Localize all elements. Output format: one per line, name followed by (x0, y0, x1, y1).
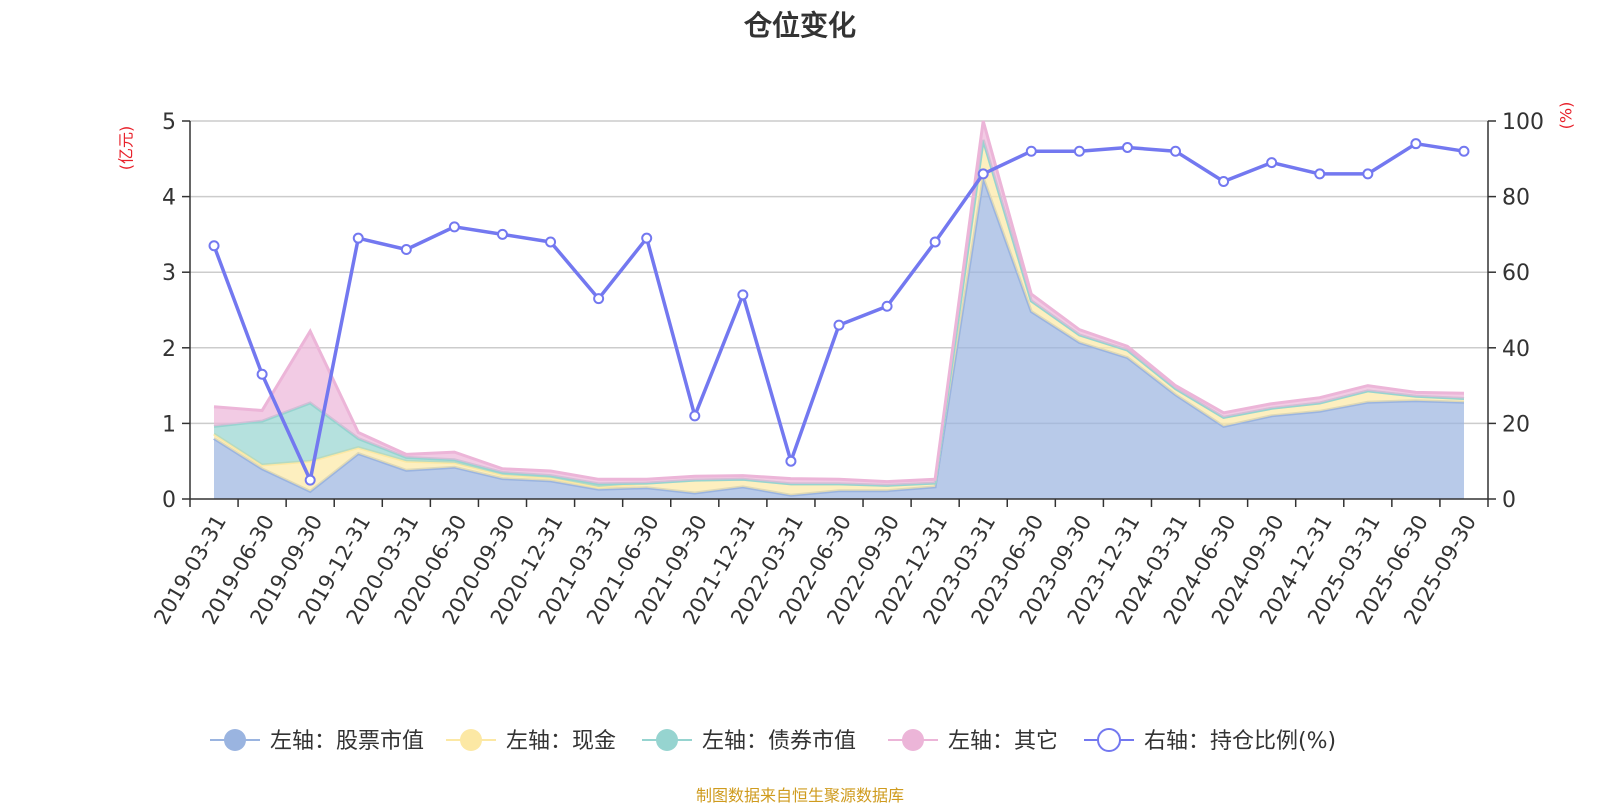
y-right-axis-title: (%) (1556, 101, 1576, 130)
ratio-line-series (208, 138, 1470, 486)
legend-item[interactable]: 左轴：债券市值 (642, 729, 856, 754)
x-tick-labels: 2019-03-312019-06-302019-09-302019-12-31… (149, 511, 1481, 629)
y-right-tick-label: 60 (1502, 261, 1530, 286)
legend-marker (460, 729, 482, 751)
y-left-tick-label: 2 (162, 337, 176, 362)
area-左轴：现金 (214, 139, 1464, 496)
legend-marker (1097, 728, 1121, 752)
area-edge-左轴：其它 (213, 120, 1465, 484)
legend: 左轴：股票市值 左轴：现金 左轴：债券市值 左轴：其它 右轴：持仓比例(%) (210, 728, 1336, 754)
ratio-point (1458, 145, 1470, 157)
legend-item[interactable]: 左轴：股票市值 (210, 729, 424, 754)
y-left-tick-label: 4 (162, 186, 176, 211)
legend-marker (224, 729, 246, 751)
ratio-point (208, 240, 220, 252)
chart-title: 仓位变化 (743, 9, 856, 42)
legend-item[interactable]: 左轴：现金 (446, 729, 616, 754)
ratio-point (1410, 138, 1422, 150)
ratio-point (1073, 145, 1085, 157)
y-left-tick-label: 1 (162, 412, 176, 437)
legend-marker (656, 729, 678, 751)
ratio-point (737, 289, 749, 301)
area-左轴：债券市值 (214, 139, 1464, 487)
y-right-tick-label: 80 (1502, 186, 1530, 211)
ratio-point (641, 232, 653, 244)
y-left-tick-label: 3 (162, 261, 176, 286)
area-左轴：股票市值 (214, 177, 1464, 499)
ratio-point (256, 368, 268, 380)
ratio-point (400, 244, 412, 256)
grid-lines (182, 120, 1496, 500)
legend-item[interactable]: 右轴：持仓比例(%) (1084, 728, 1336, 754)
ratio-point (785, 455, 797, 467)
y-left-tick-label: 0 (162, 488, 176, 513)
legend-item[interactable]: 左轴：其它 (888, 729, 1058, 754)
ratio-point (448, 221, 460, 233)
ratio-point (689, 410, 701, 422)
ratio-point (496, 228, 508, 240)
ratio-point (1025, 145, 1037, 157)
ratio-point (977, 168, 989, 180)
axes (189, 121, 1489, 507)
ratio-point (1218, 175, 1230, 187)
y-right-tick-label: 40 (1502, 337, 1530, 362)
ratio-point (1121, 141, 1133, 153)
ratio-point (352, 232, 364, 244)
y-right-tick-label: 0 (1502, 488, 1516, 513)
ratio-point (593, 293, 605, 305)
ratio-point (881, 300, 893, 312)
ratio-point (304, 474, 316, 486)
ratio-point (1362, 168, 1374, 180)
y-right-tick-label: 20 (1502, 412, 1530, 437)
ratio-point (929, 236, 941, 248)
ratio-point (1170, 145, 1182, 157)
y-right-tick-label: 100 (1502, 110, 1544, 135)
ratio-point (1314, 168, 1326, 180)
legend-label: 右轴：持仓比例(%) (1144, 729, 1336, 754)
y-left-tick-label: 5 (162, 110, 176, 135)
legend-label: 左轴：现金 (506, 729, 616, 754)
y-left-axis-title: (亿元) (116, 125, 136, 171)
legend-label: 左轴：股票市值 (270, 729, 424, 754)
legend-marker (902, 729, 924, 751)
stacked-areas (213, 120, 1465, 499)
ratio-point (833, 319, 845, 331)
legend-label: 左轴：其它 (948, 729, 1058, 754)
y-tick-labels: 0 1 2 3 4 5 0 20 40 60 80 100 (162, 110, 1544, 513)
legend-label: 左轴：债券市值 (702, 729, 856, 754)
data-source-note: 制图数据来自恒生聚源数据库 (695, 786, 904, 805)
ratio-point (545, 236, 557, 248)
ratio-point (1266, 157, 1278, 169)
